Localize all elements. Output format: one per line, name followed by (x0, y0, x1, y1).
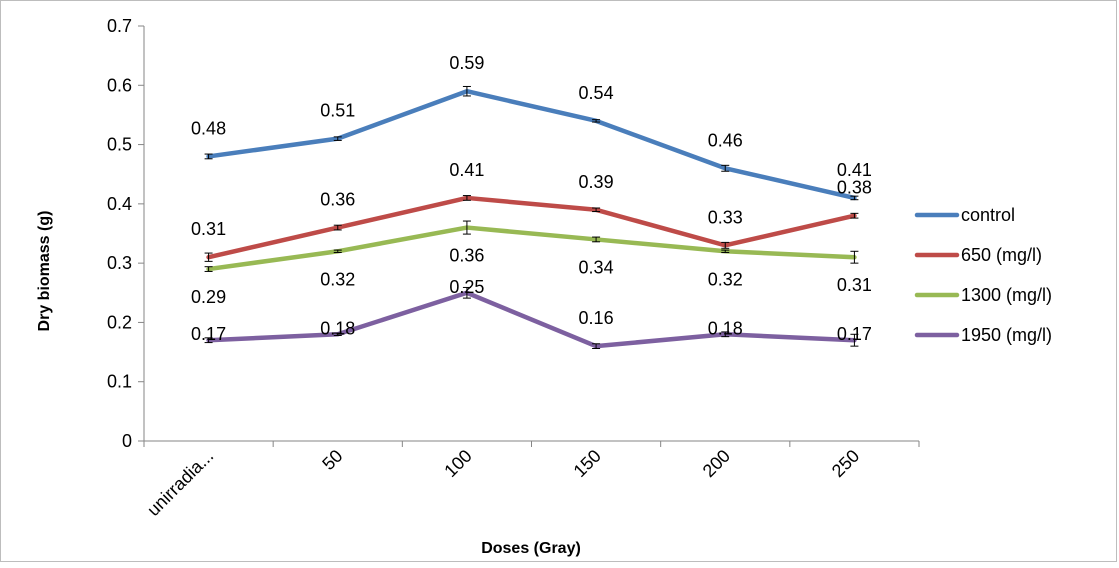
data-label: 0.18 (320, 318, 355, 338)
y-tick-label: 0.5 (107, 135, 132, 155)
y-axis: 0 0.1 0.2 0.3 0.4 0.5 0.6 0.7 (107, 16, 144, 451)
y-tick-label: 0.3 (107, 253, 132, 273)
legend-label: 1950 (mg/l) (961, 325, 1052, 345)
legend-item: 650 (mg/l) (917, 245, 1042, 265)
legend-item: 1950 (mg/l) (917, 325, 1052, 345)
data-label: 0.25 (449, 277, 484, 297)
data-label: 0.17 (191, 324, 226, 344)
y-tick-label: 0.2 (107, 312, 132, 332)
x-tick-label: 150 (570, 446, 605, 481)
x-tick-label: 200 (699, 446, 734, 481)
legend-label: control (961, 205, 1015, 225)
x-tick-label: 250 (828, 446, 863, 481)
x-tick-label: 50 (318, 446, 346, 474)
data-label: 0.33 (708, 207, 743, 227)
data-label: 0.18 (708, 318, 743, 338)
data-label: 0.41 (449, 160, 484, 180)
data-label: 0.32 (320, 269, 355, 289)
x-tick-label: unirradia... (143, 446, 217, 520)
data-label: 0.46 (708, 130, 743, 150)
data-label: 0.36 (449, 246, 484, 266)
data-label: 0.34 (579, 257, 614, 277)
series-line (209, 198, 855, 257)
y-tick-label: 0.4 (107, 194, 132, 214)
y-tick-label: 0 (122, 431, 132, 451)
data-label: 0.17 (837, 324, 872, 344)
data-label: 0.54 (579, 83, 614, 103)
y-tick-label: 0.7 (107, 16, 132, 36)
data-label: 0.29 (191, 287, 226, 307)
y-axis-title: Dry biomass (g) (36, 211, 53, 332)
data-label: 0.36 (320, 190, 355, 210)
x-tick-label: 100 (440, 446, 475, 481)
legend: control 650 (mg/l) 1300 (mg/l) 1950 (mg/l) (917, 205, 1052, 345)
data-label: 0.31 (837, 275, 872, 295)
data-label: 0.16 (579, 308, 614, 328)
data-label: 0.59 (449, 53, 484, 73)
legend-label: 1300 (mg/l) (961, 285, 1052, 305)
data-label: 0.51 (320, 101, 355, 121)
y-tick-label: 0.6 (107, 75, 132, 95)
data-label: 0.32 (708, 269, 743, 289)
legend-item: 1300 (mg/l) (917, 285, 1052, 305)
legend-item: control (917, 205, 1015, 225)
y-tick-label: 0.1 (107, 372, 132, 392)
series-layer (205, 86, 859, 348)
data-label: 0.48 (191, 118, 226, 138)
series-line (209, 91, 855, 198)
data-label: 0.39 (579, 172, 614, 192)
legend-label: 650 (mg/l) (961, 245, 1042, 265)
data-label: 0.38 (837, 178, 872, 198)
data-label: 0.31 (191, 219, 226, 239)
x-axis-title: Doses (Gray) (481, 540, 581, 557)
data-labels-layer: 0.480.510.590.540.460.410.310.360.410.39… (191, 53, 872, 344)
series-line (209, 293, 855, 346)
x-axis: unirradia... 50 100 150 200 250 (143, 441, 919, 520)
